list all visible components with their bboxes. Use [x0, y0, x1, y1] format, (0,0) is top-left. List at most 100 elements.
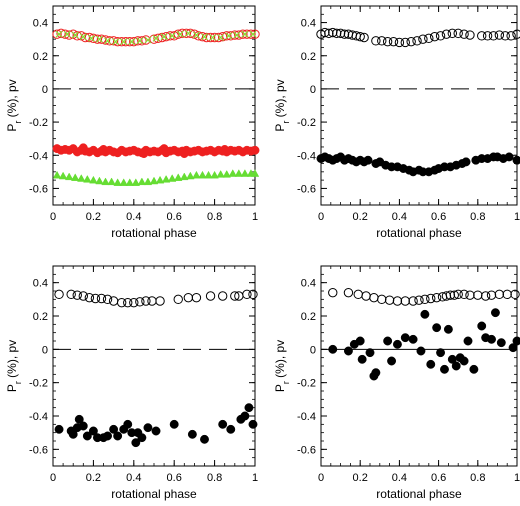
- data-point-stroke: [128, 38, 136, 46]
- series-1: [328, 308, 520, 381]
- data-point: [107, 177, 116, 186]
- data-point: [487, 334, 496, 344]
- data-point: [480, 291, 491, 301]
- y-tick-label: 0.2: [301, 311, 316, 323]
- y-tick-label: 0.2: [301, 51, 316, 63]
- x-tick-label: 0.6: [167, 211, 182, 223]
- data-point: [169, 419, 179, 429]
- data-point: [200, 434, 209, 444]
- data-point: [250, 169, 260, 177]
- panel-top-left: 0 0.2 0.4 0.6 0.8 1 -0.6 -0.4 -0.2 0 0.2 0.4 rotatio…: [5, 5, 260, 240]
- y-tick-label: 0: [42, 344, 48, 356]
- data-point: [144, 36, 152, 44]
- data-point: [244, 403, 254, 413]
- data-point: [388, 36, 399, 47]
- data-point: [143, 423, 153, 433]
- data-point: [152, 34, 160, 42]
- data-point: [174, 173, 183, 181]
- data-point: [494, 289, 505, 300]
- data-point: [226, 424, 236, 434]
- data-point: [250, 145, 260, 155]
- series-1: [55, 29, 257, 46]
- data-point: [68, 429, 78, 439]
- data-point: [445, 290, 456, 300]
- data-point: [328, 344, 338, 354]
- data-point: [482, 31, 493, 41]
- data-point: [443, 324, 453, 334]
- data-point: [205, 291, 216, 301]
- data-point: [78, 421, 88, 431]
- data-point: [400, 333, 410, 343]
- data-point: [331, 28, 342, 39]
- data-point: [141, 296, 151, 306]
- data-point-stroke: [160, 33, 168, 41]
- data-point: [473, 290, 483, 300]
- y-tick-label: -0.2: [29, 117, 48, 129]
- x-axis-label: rotational phase: [111, 487, 197, 501]
- data-point-stroke: [152, 34, 160, 42]
- data-point: [414, 295, 424, 305]
- data-point: [88, 426, 98, 436]
- data-point: [488, 31, 499, 41]
- data-point-stroke: [209, 34, 217, 41]
- data-point: [365, 348, 375, 358]
- data-point-stroke: [233, 31, 241, 39]
- data-point: [436, 348, 446, 358]
- data-point-stroke: [241, 30, 249, 38]
- x-tick-label: 0.6: [167, 472, 182, 484]
- data-point: [512, 336, 520, 346]
- data-point: [109, 424, 119, 434]
- data-point: [441, 29, 452, 39]
- panel-bottom-right: 0 0.2 0.4 0.6 0.8 1 -0.6 -0.4 -0.2 0 0.2 0.4 rotatio…: [273, 265, 520, 501]
- data-point: [465, 290, 475, 300]
- data-point-stroke: [201, 33, 208, 41]
- data-point: [204, 170, 213, 179]
- data-point: [355, 336, 365, 346]
- data-point: [435, 31, 446, 41]
- data-point: [459, 356, 469, 366]
- x-tick-label: 0: [50, 472, 56, 484]
- x-tick-label: 0.4: [126, 211, 141, 223]
- data-point: [355, 31, 365, 42]
- data-point: [486, 290, 497, 300]
- data-point: [459, 29, 469, 39]
- data-point-stroke: [104, 37, 111, 45]
- x-tick-label: 0: [318, 472, 324, 484]
- data-point: [249, 30, 257, 38]
- data-point: [173, 294, 183, 305]
- data-point: [108, 296, 119, 306]
- y-tick-label: -0.4: [29, 411, 48, 423]
- data-point: [220, 144, 230, 154]
- data-point-stroke: [71, 31, 79, 39]
- data-point: [426, 359, 436, 369]
- x-tick-label: 0.4: [392, 472, 407, 484]
- data-point: [512, 29, 520, 39]
- data-point: [431, 292, 442, 303]
- y-axis-label: Pr (%), pv: [273, 79, 291, 131]
- x-axis-label: rotational phase: [376, 226, 462, 240]
- data-point: [83, 174, 92, 183]
- data-point: [241, 30, 249, 38]
- data-point: [128, 38, 136, 46]
- data-point: [392, 296, 403, 306]
- data-point: [96, 35, 103, 43]
- plot-frame: [320, 5, 518, 206]
- data-point: [102, 294, 113, 305]
- data-point: [180, 172, 189, 181]
- data-point-stroke: [225, 32, 233, 40]
- data-point: [71, 31, 79, 39]
- data-point: [384, 295, 395, 305]
- data-point: [420, 294, 430, 305]
- data-point: [339, 29, 350, 39]
- data-point: [412, 36, 422, 46]
- data-point-stroke: [168, 32, 176, 40]
- data-point-stroke: [192, 31, 200, 39]
- x-tick-label: 0.4: [392, 211, 407, 223]
- data-point: [424, 33, 434, 44]
- data-point: [453, 289, 463, 300]
- data-point: [176, 30, 184, 38]
- data-point: [371, 36, 381, 46]
- data-point: [143, 177, 153, 186]
- data-point: [201, 33, 208, 41]
